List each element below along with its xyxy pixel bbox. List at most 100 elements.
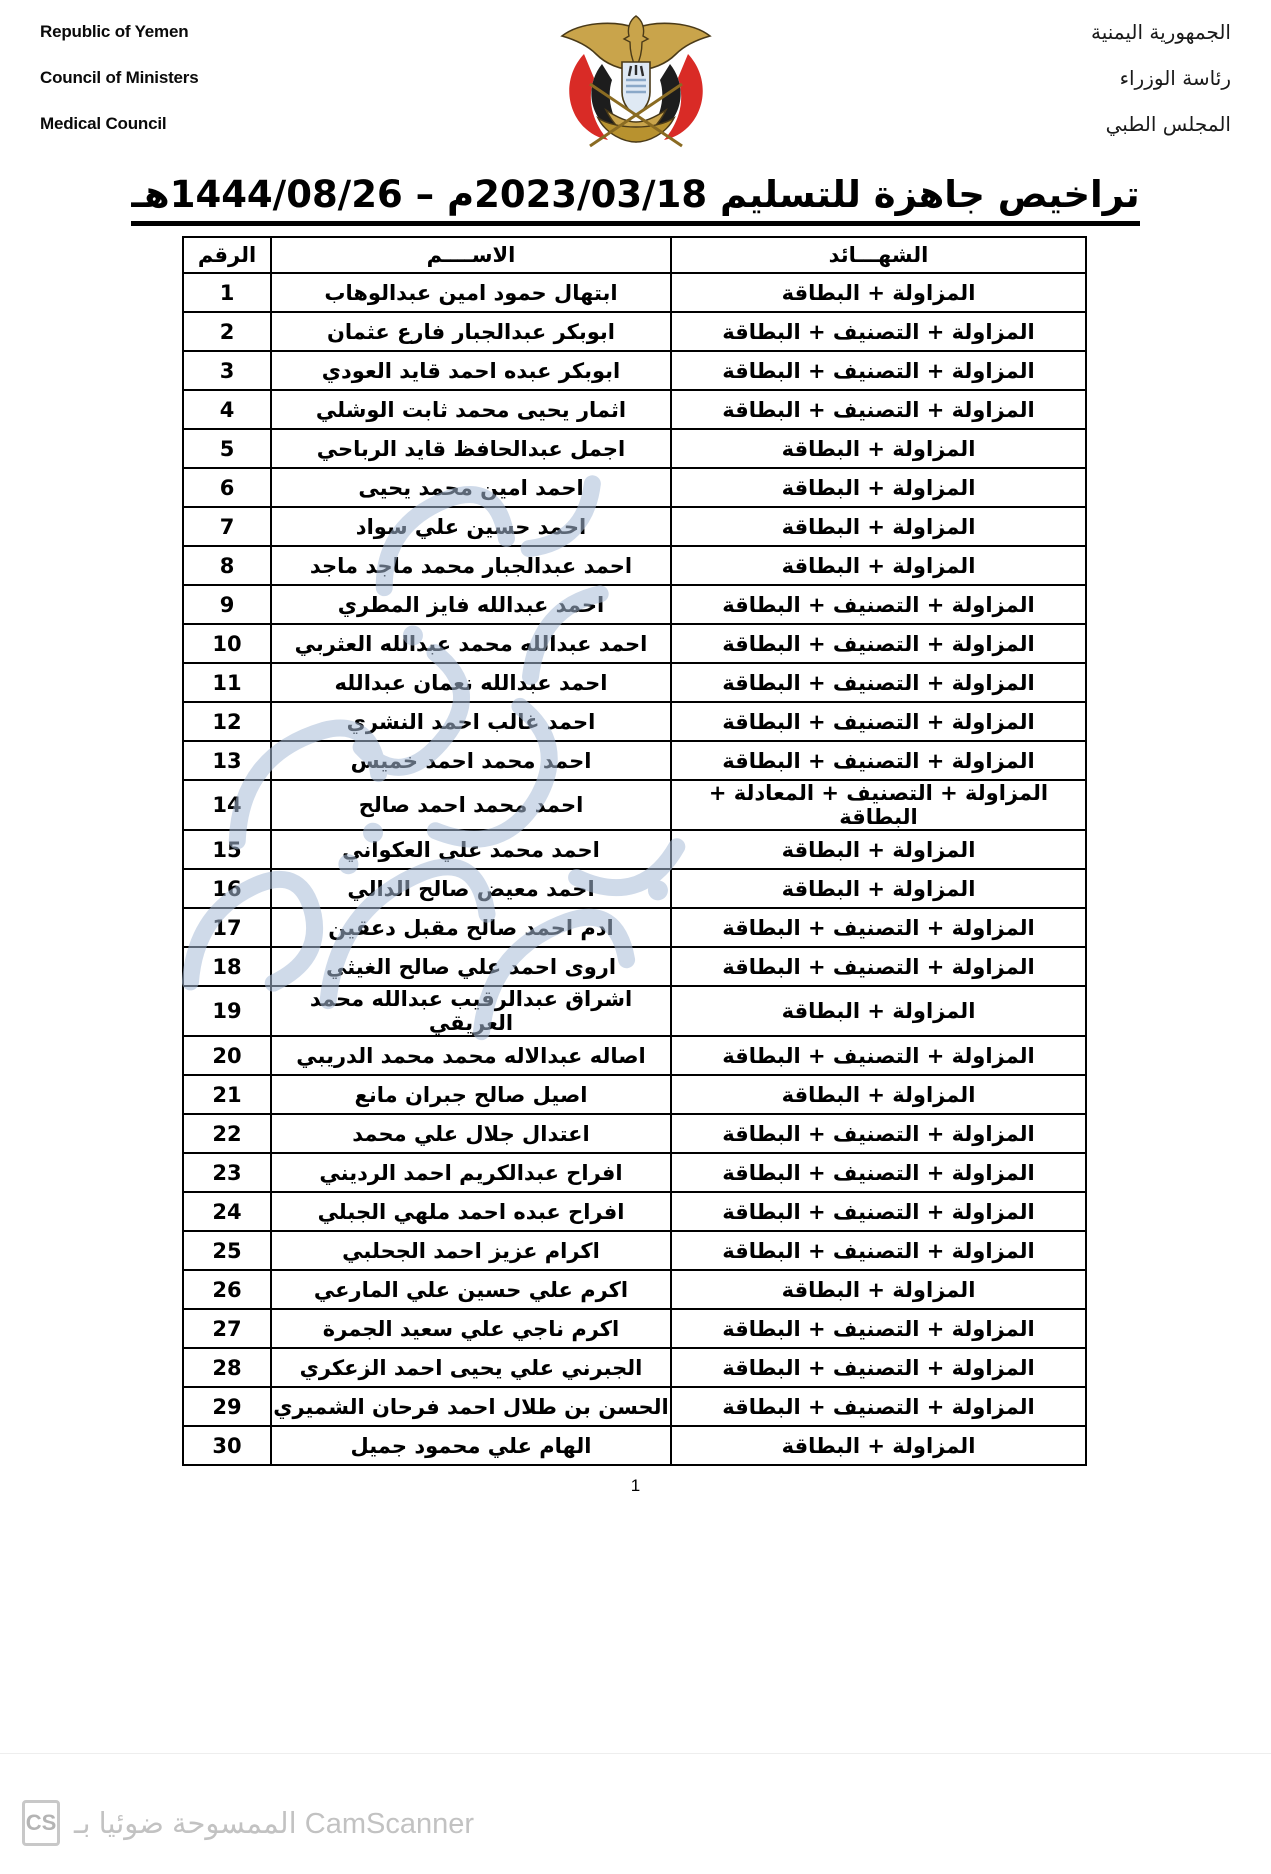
cell-number: 7: [182, 506, 272, 548]
document-header: Republic of Yemen Council of Ministers M…: [0, 0, 1271, 150]
cell-name: اثمار يحيى محمد ثابت الوشلي: [270, 389, 672, 431]
table-row: المزاولة + البطاقة ابتهال حمود امين عبدال…: [182, 272, 1087, 314]
cell-name: الجبرني علي يحيى احمد الزعكري: [270, 1347, 672, 1389]
column-header-number: الرقم: [182, 236, 272, 275]
page-title-wrapper: تراخيص جاهزة للتسليم 2023/03/18م – 1444/…: [0, 172, 1271, 227]
cell-certificates: المزاولة + التصنيف + البطاقة: [670, 1113, 1087, 1155]
table-row: المزاولة + البطاقة احمد عبدالجبار محمد ما…: [182, 545, 1087, 587]
cell-number: 1: [182, 272, 272, 314]
table-row: المزاولة + التصنيف + البطاقة افراح عبدالك…: [182, 1152, 1087, 1194]
table-row: المزاولة + البطاقة احمد معيض صالح الدالي 1…: [182, 868, 1087, 910]
column-header-certificates: الشهـــائد: [670, 236, 1087, 275]
table-row: المزاولة + البطاقة احمد امين محمد يحيى 6: [182, 467, 1087, 509]
cell-certificates: المزاولة + التصنيف + البطاقة: [670, 701, 1087, 743]
cell-number: 8: [182, 545, 272, 587]
cell-name: احمد عبدالله نعمان عبدالله: [270, 662, 672, 704]
cell-number: 4: [182, 389, 272, 431]
table-row: المزاولة + البطاقة احمد حسين علي سواد 7: [182, 506, 1087, 548]
cell-name: اصاله عبدالاله محمد محمد الدريبي: [270, 1035, 672, 1077]
cell-number: 28: [182, 1347, 272, 1389]
cell-name: احمد امين محمد يحيى: [270, 467, 672, 509]
cell-certificates: المزاولة + التصنيف + المعادلة + البطاقة: [670, 779, 1087, 832]
cell-name: افراح عبدالكريم احمد الرديني: [270, 1152, 672, 1194]
table-row: المزاولة + التصنيف + البطاقة اروى احمد عل…: [182, 946, 1087, 988]
table-row: المزاولة + التصنيف + البطاقة افراح عبده ا…: [182, 1191, 1087, 1233]
cell-number: 24: [182, 1191, 272, 1233]
cell-certificates: المزاولة + البطاقة: [670, 985, 1087, 1038]
cell-certificates: المزاولة + التصنيف + البطاقة: [670, 740, 1087, 782]
cell-certificates: المزاولة + التصنيف + البطاقة: [670, 1152, 1087, 1194]
cell-number: 16: [182, 868, 272, 910]
cell-number: 6: [182, 467, 272, 509]
cell-certificates: المزاولة + التصنيف + البطاقة: [670, 1308, 1087, 1350]
cell-number: 11: [182, 662, 272, 704]
cell-name: احمد عبدالله محمد عبدالله العثربي: [270, 623, 672, 665]
cell-name: اشراق عبدالرقيب عبدالله محمد العريقي: [270, 985, 672, 1038]
cell-certificates: المزاولة + البطاقة: [670, 428, 1087, 470]
cell-name: اجمل عبدالحافظ قايد الرباحي: [270, 428, 672, 470]
cell-number: 10: [182, 623, 272, 665]
yemen-national-emblem-icon: [536, 6, 736, 156]
table-body: المزاولة + البطاقة ابتهال حمود امين عبدال…: [182, 272, 1087, 1467]
cell-certificates: المزاولة + التصنيف + البطاقة: [670, 1035, 1087, 1077]
camscanner-footer: CS الممسوحة ضوئيا بـ CamScanner: [0, 1753, 1271, 1874]
cell-number: 27: [182, 1308, 272, 1350]
table-row: المزاولة + التصنيف + البطاقة اعتدال جلال …: [182, 1113, 1087, 1155]
header-arabic-line-3: المجلس الطبي: [1105, 112, 1231, 136]
camscanner-caption: الممسوحة ضوئيا بـ CamScanner: [74, 1807, 475, 1840]
table-row: المزاولة + البطاقة اصيل صالح جبران مانع 21: [182, 1074, 1087, 1116]
cell-certificates: المزاولة + البطاقة: [670, 506, 1087, 548]
cell-name: اروى احمد علي صالح الغيثي: [270, 946, 672, 988]
cell-number: 13: [182, 740, 272, 782]
table-row: المزاولة + التصنيف + البطاقة ابوبكر عبده …: [182, 350, 1087, 392]
table-row: المزاولة + التصنيف + البطاقة الجبرني علي …: [182, 1347, 1087, 1389]
cell-name: اكرم ناجي علي سعيد الجمرة: [270, 1308, 672, 1350]
cell-certificates: المزاولة + البطاقة: [670, 545, 1087, 587]
table-row: المزاولة + التصنيف + البطاقة احمد غالب اح…: [182, 701, 1087, 743]
cell-certificates: المزاولة + التصنيف + البطاقة: [670, 946, 1087, 988]
licenses-table: الشهـــائد الاســــم الرقم المزاولة + ال…: [182, 236, 1087, 1467]
cell-certificates: المزاولة + التصنيف + البطاقة: [670, 311, 1087, 353]
cell-name: الهام علي محمود جميل: [270, 1425, 672, 1467]
cell-certificates: المزاولة + البطاقة: [670, 1425, 1087, 1467]
table-row: المزاولة + التصنيف + البطاقة اثمار يحيى م…: [182, 389, 1087, 431]
table-row: المزاولة + التصنيف + البطاقة احمد عبدالله…: [182, 623, 1087, 665]
cell-name: الحسن بن طلال احمد فرحان الشميري: [270, 1386, 672, 1428]
cell-number: 12: [182, 701, 272, 743]
cell-number: 25: [182, 1230, 272, 1272]
cell-certificates: المزاولة + البطاقة: [670, 1074, 1087, 1116]
table-row: المزاولة + البطاقة اجمل عبدالحافظ قايد ال…: [182, 428, 1087, 470]
cell-number: 3: [182, 350, 272, 392]
table-row: المزاولة + التصنيف + المعادلة + البطاقة ا…: [182, 779, 1087, 832]
camscanner-badge: CS الممسوحة ضوئيا بـ CamScanner: [22, 1800, 474, 1846]
cell-certificates: المزاولة + البطاقة: [670, 1269, 1087, 1311]
cell-certificates: المزاولة + التصنيف + البطاقة: [670, 907, 1087, 949]
cell-number: 19: [182, 985, 272, 1038]
cell-number: 15: [182, 829, 272, 871]
cell-certificates: المزاولة + التصنيف + البطاقة: [670, 389, 1087, 431]
cell-certificates: المزاولة + البطاقة: [670, 829, 1087, 871]
cell-certificates: المزاولة + البطاقة: [670, 868, 1087, 910]
cell-name: احمد محمد احمد خميس: [270, 740, 672, 782]
cell-number: 21: [182, 1074, 272, 1116]
table-row: المزاولة + التصنيف + البطاقة احمد محمد اح…: [182, 740, 1087, 782]
header-english-line-3: Medical Council: [40, 114, 167, 133]
cell-number: 18: [182, 946, 272, 988]
cell-number: 20: [182, 1035, 272, 1077]
camscanner-logo-icon: CS: [22, 1800, 60, 1846]
cell-number: 26: [182, 1269, 272, 1311]
table-row: المزاولة + التصنيف + البطاقة احمد عبدالله…: [182, 584, 1087, 626]
cell-certificates: المزاولة + التصنيف + البطاقة: [670, 350, 1087, 392]
header-english-line-2: Council of Ministers: [40, 68, 199, 87]
table-head: الشهـــائد الاســــم الرقم: [182, 236, 1087, 275]
cell-certificates: المزاولة + التصنيف + البطاقة: [670, 1230, 1087, 1272]
cell-certificates: المزاولة + التصنيف + البطاقة: [670, 662, 1087, 704]
column-header-name: الاســــم: [270, 236, 672, 275]
cell-number: 2: [182, 311, 272, 353]
table-row: المزاولة + البطاقة الهام علي محمود جميل 30: [182, 1425, 1087, 1467]
cell-name: افراح عبده احمد ملهي الجبلي: [270, 1191, 672, 1233]
header-arabic-line-2: رئاسة الوزراء: [1119, 66, 1231, 90]
page-number: 1: [630, 1476, 641, 1496]
cell-number: 23: [182, 1152, 272, 1194]
cell-name: ادم احمد صالح مقبل دعقين: [270, 907, 672, 949]
